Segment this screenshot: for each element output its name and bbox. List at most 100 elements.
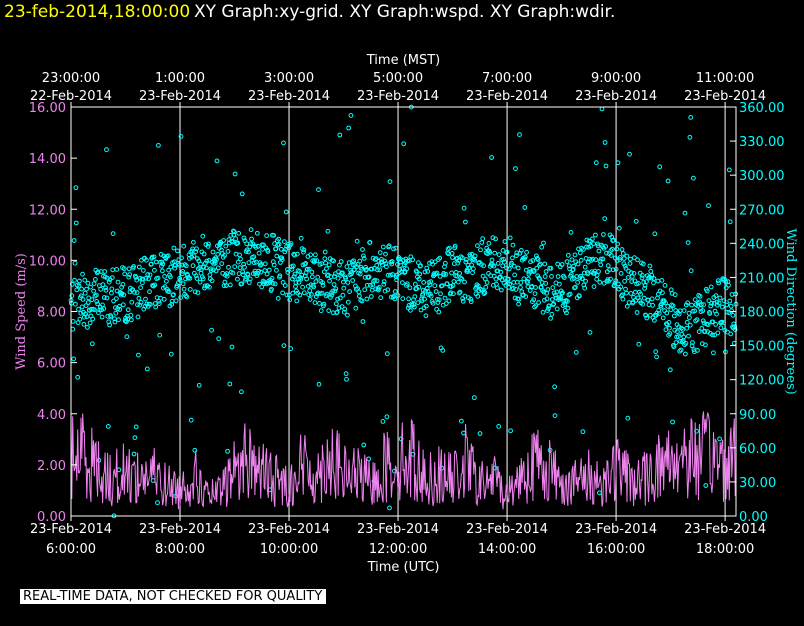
wind-direction-point xyxy=(191,239,196,245)
wind-direction-point xyxy=(564,259,570,265)
wind-direction-point xyxy=(230,270,236,276)
wind-direction-point xyxy=(649,272,655,278)
wind-direction-point xyxy=(683,341,689,346)
wind-direction-point xyxy=(618,271,624,276)
wind-direction-point xyxy=(127,272,133,278)
right-tick-label: 30.00 xyxy=(739,476,776,491)
wind-direction-point xyxy=(683,351,688,357)
wind-direction-point xyxy=(636,280,641,286)
wind-direction-point xyxy=(201,251,207,257)
wind-direction-point xyxy=(640,261,646,267)
wind-direction-point xyxy=(357,258,363,264)
wind-direction-point xyxy=(449,270,455,276)
wind-direction-point xyxy=(468,296,474,302)
wind-direction-point xyxy=(232,171,238,177)
wind-direction-point xyxy=(420,287,426,293)
wind-direction-point xyxy=(239,389,244,395)
wind-direction-point xyxy=(727,298,733,304)
wind-direction-point xyxy=(322,256,328,262)
wind-direction-point xyxy=(434,270,440,276)
wind-direction-point xyxy=(200,233,206,239)
wind-direction-point xyxy=(577,293,582,299)
wind-direction-point xyxy=(705,322,711,328)
wind-direction-point xyxy=(428,293,434,299)
wind-direction-point xyxy=(641,295,647,301)
wind-direction-point xyxy=(428,279,434,285)
wind-direction-point xyxy=(88,284,93,290)
wind-direction-point xyxy=(716,300,722,306)
wind-direction-point xyxy=(112,319,118,325)
wind-direction-point xyxy=(237,265,243,271)
wind-direction-point xyxy=(604,269,610,275)
wind-direction-point xyxy=(341,309,347,315)
wind-direction-point xyxy=(228,233,234,238)
wind-direction-point xyxy=(144,257,149,263)
wind-direction-point xyxy=(239,281,245,287)
wind-direction-point xyxy=(448,290,454,296)
wind-direction-point xyxy=(73,185,79,191)
wind-direction-point xyxy=(459,418,464,424)
wind-direction-point xyxy=(85,280,91,286)
wind-direction-point xyxy=(248,241,254,247)
wind-direction-point xyxy=(685,300,690,306)
wind-direction-point xyxy=(541,240,546,246)
wind-direction-point xyxy=(728,331,734,337)
wind-direction-point xyxy=(346,125,352,131)
wind-direction-point xyxy=(75,320,81,326)
wind-direction-point xyxy=(357,293,362,299)
wind-direction-point xyxy=(247,276,253,282)
wind-direction-point xyxy=(634,310,640,315)
wind-direction-point xyxy=(629,279,635,284)
wind-direction-point xyxy=(687,134,693,140)
bottom-tick-time: 16:00:00 xyxy=(587,542,645,557)
wind-direction-point xyxy=(221,238,227,243)
wind-direction-point xyxy=(578,257,584,263)
wind-direction-point xyxy=(94,299,100,304)
wind-direction-point xyxy=(501,256,506,262)
wind-direction-point xyxy=(80,297,86,302)
wind-direction-point xyxy=(719,304,725,310)
wind-direction-point xyxy=(701,320,707,326)
wind-direction-point xyxy=(486,240,492,246)
wind-direction-point xyxy=(281,343,287,349)
wind-direction-point xyxy=(442,295,448,301)
wind-direction-point xyxy=(531,297,537,303)
wind-direction-point xyxy=(548,315,553,321)
wind-direction-point xyxy=(628,256,633,262)
wind-direction-point xyxy=(216,336,222,342)
wind-direction-point xyxy=(341,285,347,291)
wind-direction-point xyxy=(394,277,400,283)
wind-direction-point xyxy=(333,301,339,307)
wind-direction-point xyxy=(726,282,731,288)
wind-direction-point xyxy=(506,276,511,282)
wind-direction-point xyxy=(616,281,621,287)
wind-direction-point xyxy=(172,265,178,271)
wind-direction-point xyxy=(293,284,298,289)
wind-direction-point xyxy=(344,376,349,382)
wind-direction-point xyxy=(82,290,88,296)
wind-direction-point xyxy=(706,298,712,304)
wind-direction-point xyxy=(300,284,306,290)
wind-direction-point xyxy=(531,269,537,274)
wind-direction-point xyxy=(301,249,306,255)
wind-direction-point xyxy=(233,236,239,242)
wind-direction-point xyxy=(552,384,557,390)
wind-direction-point xyxy=(211,267,216,273)
wind-direction-point xyxy=(516,296,522,302)
wind-direction-point xyxy=(535,273,541,279)
wind-direction-point xyxy=(108,314,114,320)
wind-direction-point xyxy=(537,276,543,282)
wind-direction-point xyxy=(206,258,212,263)
wind-direction-point xyxy=(75,374,81,380)
wind-direction-point xyxy=(288,346,294,352)
wind-direction-point xyxy=(222,253,227,258)
wind-direction-point xyxy=(470,270,475,276)
wind-direction-point xyxy=(242,264,247,270)
wind-direction-point xyxy=(73,301,78,307)
wind-direction-point xyxy=(389,259,395,264)
wind-direction-point xyxy=(621,256,627,261)
wind-direction-point xyxy=(732,327,738,333)
wind-direction-point xyxy=(613,266,619,272)
wind-direction-point xyxy=(699,326,705,331)
wind-direction-point xyxy=(536,275,542,281)
